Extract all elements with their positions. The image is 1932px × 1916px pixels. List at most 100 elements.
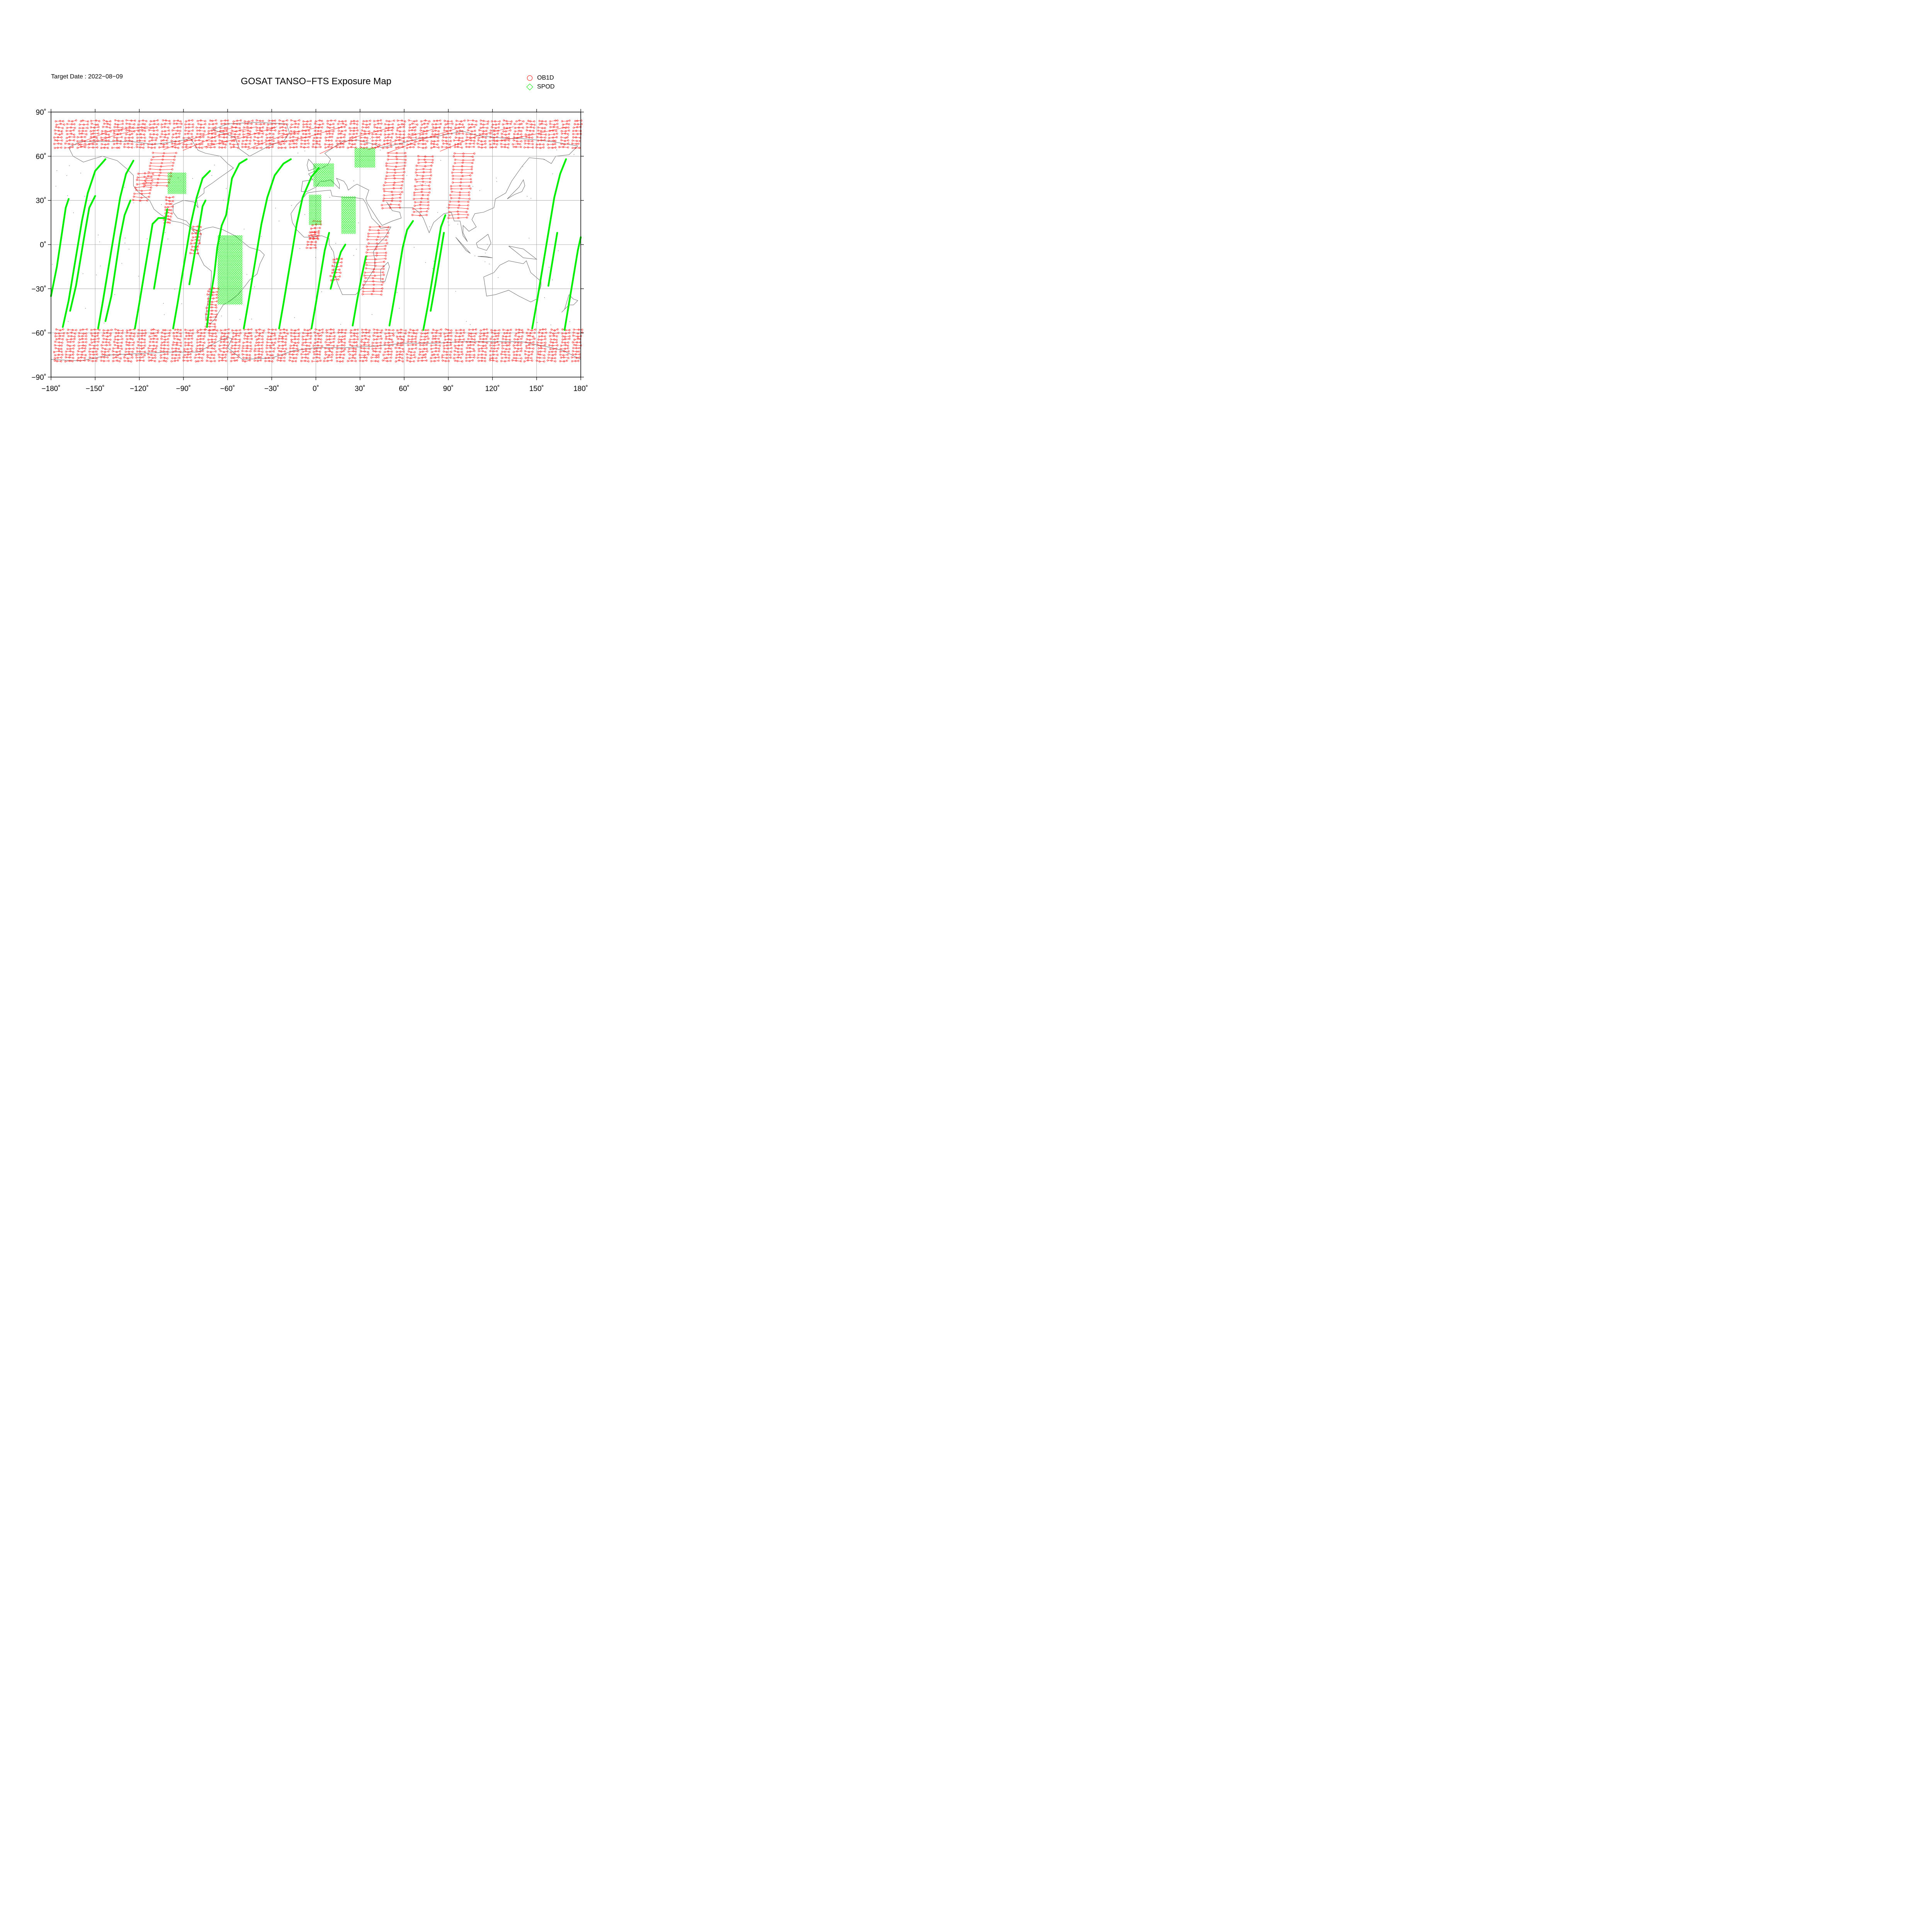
ob1d-band-1-point [62, 328, 64, 330]
ob1d-band-1-point [310, 335, 312, 337]
ob1d-band-1-point [344, 344, 345, 347]
spod-grid-3-point [349, 196, 352, 199]
ob1d-band-0-line [148, 143, 155, 145]
ob1d-band-1-point [361, 338, 363, 341]
ob1d-band-1-point [238, 345, 241, 347]
island-dot [163, 303, 164, 304]
ob1d-band-0-point [455, 133, 457, 135]
coastline-4 [483, 260, 541, 303]
ob1d-swath-7-point [387, 158, 389, 161]
spod-grid-2-point [315, 182, 318, 185]
ob1d-band-0-line [385, 124, 393, 125]
spod-grid-1-point [319, 223, 321, 225]
ob1d-band-0-point [353, 133, 355, 135]
spod-grid-1-point [315, 214, 318, 216]
ob1d-band-0-point [449, 143, 451, 146]
ob1d-band-1-point [390, 354, 393, 356]
ob1d-band-1-point [226, 338, 228, 340]
ob1d-band-0-line [184, 137, 192, 138]
ob1d-band-1-point [340, 348, 343, 350]
ob1d-band-0-point [533, 120, 536, 122]
ob1d-band-1-point [443, 333, 446, 335]
ob1d-band-1-point [128, 348, 131, 350]
ob1d-band-0-point [526, 129, 528, 131]
ob1d-band-0-line [56, 127, 63, 128]
ob1d-band-1-point [536, 357, 538, 359]
spod-grid-2-point [330, 170, 332, 173]
ob1d-band-1-line [466, 360, 473, 361]
ob1d-swath-4-point [318, 232, 320, 234]
ob1d-swath-4-point [310, 243, 312, 246]
spod-grid-0-point [180, 192, 182, 194]
ob1d-band-0-point [231, 129, 233, 132]
ob1d-band-1-point [100, 344, 103, 347]
ob1d-swath-6-point [383, 274, 385, 276]
ob1d-band-1-point [174, 357, 176, 359]
ob1d-band-0-point [220, 123, 223, 125]
spod-grid-2-point [325, 165, 328, 168]
ob1d-band-0-line [325, 146, 332, 148]
ob1d-swath-8-line [415, 204, 429, 206]
ob1d-swath-11-point [150, 162, 152, 164]
ob1d-band-1-line [360, 360, 367, 361]
ob1d-band-0-line [313, 143, 320, 145]
ob1d-band-0-point [473, 142, 475, 145]
ob1d-band-1-point [380, 332, 382, 334]
ob1d-band-1-point [567, 347, 569, 349]
ob1d-band-0-point [427, 122, 429, 125]
ob1d-band-1-line [207, 357, 214, 359]
ob1d-band-0-point [273, 140, 275, 142]
ob1d-band-0-point [366, 146, 368, 149]
ob1d-band-1-point [360, 350, 362, 352]
ob1d-band-0-point [198, 139, 200, 141]
ob1d-band-1-point [578, 356, 581, 359]
ob1d-band-1-line [55, 342, 63, 343]
ob1d-band-1-line [78, 351, 85, 352]
ob1d-band-0-point [73, 136, 76, 138]
spod-grid-4-point [356, 160, 359, 163]
ob1d-band-1-point [575, 357, 578, 359]
spod-grid-0-point [184, 186, 187, 189]
ob1d-band-0-point [457, 146, 459, 148]
spod-grid-4-point [369, 165, 371, 168]
spod-grid-3-point [347, 203, 350, 206]
ob1d-band-1-point [77, 354, 79, 356]
ob1d-band-1-point [206, 356, 209, 359]
ob1d-band-1-point [403, 350, 405, 353]
ob1d-swath-7-point [402, 178, 405, 180]
ob1d-band-0-point [399, 143, 401, 145]
spod-grid-4-point [358, 162, 361, 164]
ob1d-band-1-point [421, 360, 423, 362]
ob1d-band-1-line [525, 354, 532, 355]
ob1d-band-0-point [298, 123, 300, 125]
island-dot [420, 184, 421, 185]
spod-grid-3-point [349, 219, 352, 222]
ob1d-band-1-point [443, 347, 445, 350]
spod-grid-2-point [317, 167, 320, 169]
ob1d-band-0-point [565, 137, 566, 139]
spod-grid-1-point [313, 194, 315, 197]
ob1d-band-0-point [553, 139, 554, 142]
ob1d-swath-7-point [385, 162, 388, 165]
ob1d-band-0-point [450, 140, 452, 142]
ob1d-band-1-point [349, 341, 350, 343]
ob1d-band-1-point [77, 357, 79, 359]
ob1d-swath-9-point [447, 217, 449, 219]
ob1d-band-0-point [113, 136, 115, 139]
spod-grid-4-point [356, 158, 359, 161]
ob1d-band-1-point [483, 332, 485, 335]
ob1d-band-0-point [484, 140, 486, 142]
ob1d-band-0-point [163, 126, 166, 128]
ob1d-band-1-line [126, 336, 134, 337]
ob1d-band-1-point [198, 357, 201, 359]
ob1d-band-1-point [129, 335, 131, 337]
ob1d-band-1-point [453, 357, 455, 359]
ob1d-band-1-point [409, 360, 412, 362]
ob1d-band-0-line [431, 136, 438, 138]
ob1d-band-1-point [167, 348, 170, 350]
ob1d-band-0-point [432, 130, 434, 133]
ob1d-band-1-point [182, 359, 185, 362]
ob1d-band-1-line [325, 357, 332, 359]
ob1d-band-1-point [275, 338, 277, 340]
ob1d-swath-8-point [423, 158, 426, 161]
